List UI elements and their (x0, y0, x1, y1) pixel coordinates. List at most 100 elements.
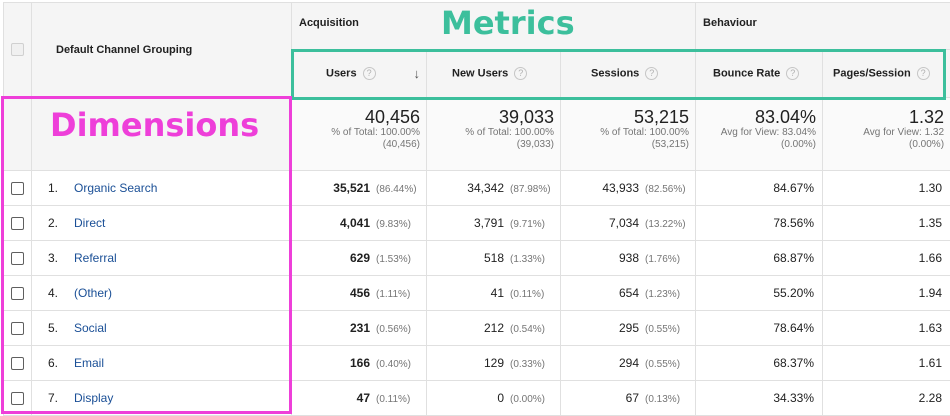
pages-session-value: 2.28 (918, 391, 943, 405)
new-users-percent: (0.33%) (510, 359, 546, 370)
row-checkbox[interactable] (11, 357, 24, 371)
totals-checkbox-cell (3, 97, 32, 171)
users-column-header[interactable]: Users? ↓ (291, 49, 427, 98)
table-row: 6. Email 166 (0.40%) 129 (0.33%) 294 (0.55%) 68.… (3, 345, 950, 381)
help-icon[interactable]: ? (362, 67, 376, 80)
new-users-value: 3,791 (473, 216, 504, 230)
row-checkbox-cell (3, 345, 32, 381)
users-total: 40,456% of Total: 100.00% (40,456) (291, 97, 427, 171)
users-cell: 47 (0.11%) (291, 380, 427, 416)
bounce-rate-cell: 84.67% (695, 170, 824, 206)
row-checkbox[interactable] (11, 392, 24, 406)
help-icon[interactable]: ? (514, 67, 528, 80)
users-cell: 629 (1.53%) (291, 240, 427, 276)
pages-session-column-header[interactable]: Pages/Session? (822, 49, 950, 98)
channel-link[interactable]: Social (74, 321, 107, 335)
row-checkbox[interactable] (11, 182, 24, 196)
row-index: 5. (48, 321, 59, 335)
users-percent: (0.11%) (376, 394, 411, 405)
row-checkbox-cell (3, 275, 32, 311)
users-cell: 35,521 (86.44%) (291, 170, 427, 206)
row-checkbox[interactable] (11, 252, 24, 266)
sessions-cell: 295 (0.55%) (559, 310, 697, 346)
table-row: 4. (Other) 456 (1.11%) 41 (0.11%) 654 (1.23%) 55… (3, 275, 950, 311)
help-icon[interactable]: ? (916, 67, 930, 80)
channel-link[interactable]: (Other) (74, 286, 113, 300)
row-checkbox-cell (3, 240, 32, 276)
select-all-cell (3, 2, 32, 98)
channel-link[interactable]: Organic Search (74, 181, 158, 195)
row-index: 1. (48, 181, 59, 195)
channel-link[interactable]: Email (74, 356, 105, 370)
channel-link[interactable]: Direct (74, 216, 106, 230)
users-cell: 231 (0.56%) (291, 310, 427, 346)
sort-descending-icon[interactable]: ↓ (413, 66, 421, 81)
row-index: 4. (48, 286, 59, 300)
new-users-percent: (0.11%) (510, 289, 545, 300)
channel-cell: 6. Email (31, 345, 292, 381)
users-value: 35,521 (333, 181, 370, 195)
select-all-checkbox[interactable] (11, 43, 24, 57)
pages-session-total: 1.32 Avg for View: 1.32 (0.00%) (822, 97, 950, 171)
row-checkbox-cell (3, 170, 32, 206)
users-percent: (86.44%) (376, 184, 417, 195)
table-row: 1. Organic Search 35,521 (86.44%) 34,342 (87.… (3, 170, 950, 206)
new-users-value: 518 (483, 251, 504, 265)
table-row: 7. Display 47 (0.11%) 0 (0.00%) 67 (0.13%) 34.33… (3, 380, 950, 416)
channel-link[interactable]: Display (74, 391, 114, 405)
row-index: 3. (48, 251, 59, 265)
row-checkbox[interactable] (11, 217, 24, 231)
channel-link[interactable]: Referral (74, 251, 117, 265)
help-icon[interactable]: ? (645, 67, 659, 80)
users-cell: 166 (0.40%) (291, 345, 427, 381)
channel-cell: 4. (Other) (31, 275, 292, 311)
bounce-rate-value: 78.56% (773, 216, 815, 230)
users-header-label: Users (326, 67, 357, 80)
row-checkbox[interactable] (11, 287, 24, 301)
bounce-rate-column-header[interactable]: Bounce Rate? (695, 49, 824, 98)
new-users-percent: (0.54%) (510, 324, 546, 335)
sessions-header-label: Sessions (591, 67, 640, 80)
sessions-percent: (0.13%) (645, 394, 681, 405)
pages-session-cell: 1.66 (822, 240, 950, 276)
users-percent: (1.53%) (376, 254, 412, 265)
users-value: 47 (356, 391, 370, 405)
users-total-absolute: (40,456) (382, 139, 420, 150)
new-users-cell: 0 (0.00%) (426, 380, 561, 416)
dimensions-annotation: Dimensions (50, 106, 260, 144)
sessions-cell: 7,034 (13.22%) (559, 205, 697, 241)
sessions-percent: (13.22%) (645, 219, 686, 230)
row-checkbox-cell (3, 380, 32, 416)
row-index: 2. (48, 216, 59, 230)
report-table: Default Channel Grouping Acquisition Beh… (3, 2, 950, 416)
totals-dimension-cell (31, 97, 292, 171)
bounce-rate-cell: 78.56% (695, 205, 824, 241)
table-row: 5. Social 231 (0.56%) 212 (0.54%) 295 (0.55%) 78… (3, 310, 950, 346)
sessions-value: 43,933 (602, 181, 640, 195)
new-users-percent: (1.33%) (510, 254, 546, 265)
channel-cell: 7. Display (31, 380, 292, 416)
sessions-percent: (0.55%) (645, 359, 681, 370)
bounce-rate-cell: 55.20% (695, 275, 824, 311)
row-checkbox[interactable] (11, 322, 24, 336)
sessions-value: 67 (625, 391, 640, 405)
new-users-total-share: % of Total: 100.00% (465, 127, 554, 138)
users-percent: (0.40%) (376, 359, 412, 370)
users-percent: (9.83%) (376, 219, 412, 230)
metrics-annotation: Metrics (441, 4, 575, 42)
help-icon[interactable]: ? (786, 67, 800, 80)
sessions-column-header[interactable]: Sessions? (559, 49, 697, 98)
pages-session-cell: 1.61 (822, 345, 950, 381)
table-row: 2. Direct 4,041 (9.83%) 3,791 (9.71%) 7,034 (13… (3, 205, 950, 241)
bounce-rate-value: 68.87% (773, 251, 815, 265)
pages-session-cell: 1.35 (822, 205, 950, 241)
dimension-header[interactable]: Default Channel Grouping (31, 2, 292, 98)
sessions-total-absolute: (53,215) (651, 139, 690, 150)
pages-session-value: 1.35 (918, 216, 943, 230)
row-checkbox-cell (3, 310, 32, 346)
pages-session-total-diff: (0.00%) (909, 139, 945, 150)
sessions-value: 295 (618, 321, 640, 335)
bounce-rate-total-avg: Avg for View: 83.04% (720, 127, 817, 138)
bounce-rate-value: 84.67% (773, 181, 815, 195)
new-users-column-header[interactable]: New Users? (426, 49, 561, 98)
